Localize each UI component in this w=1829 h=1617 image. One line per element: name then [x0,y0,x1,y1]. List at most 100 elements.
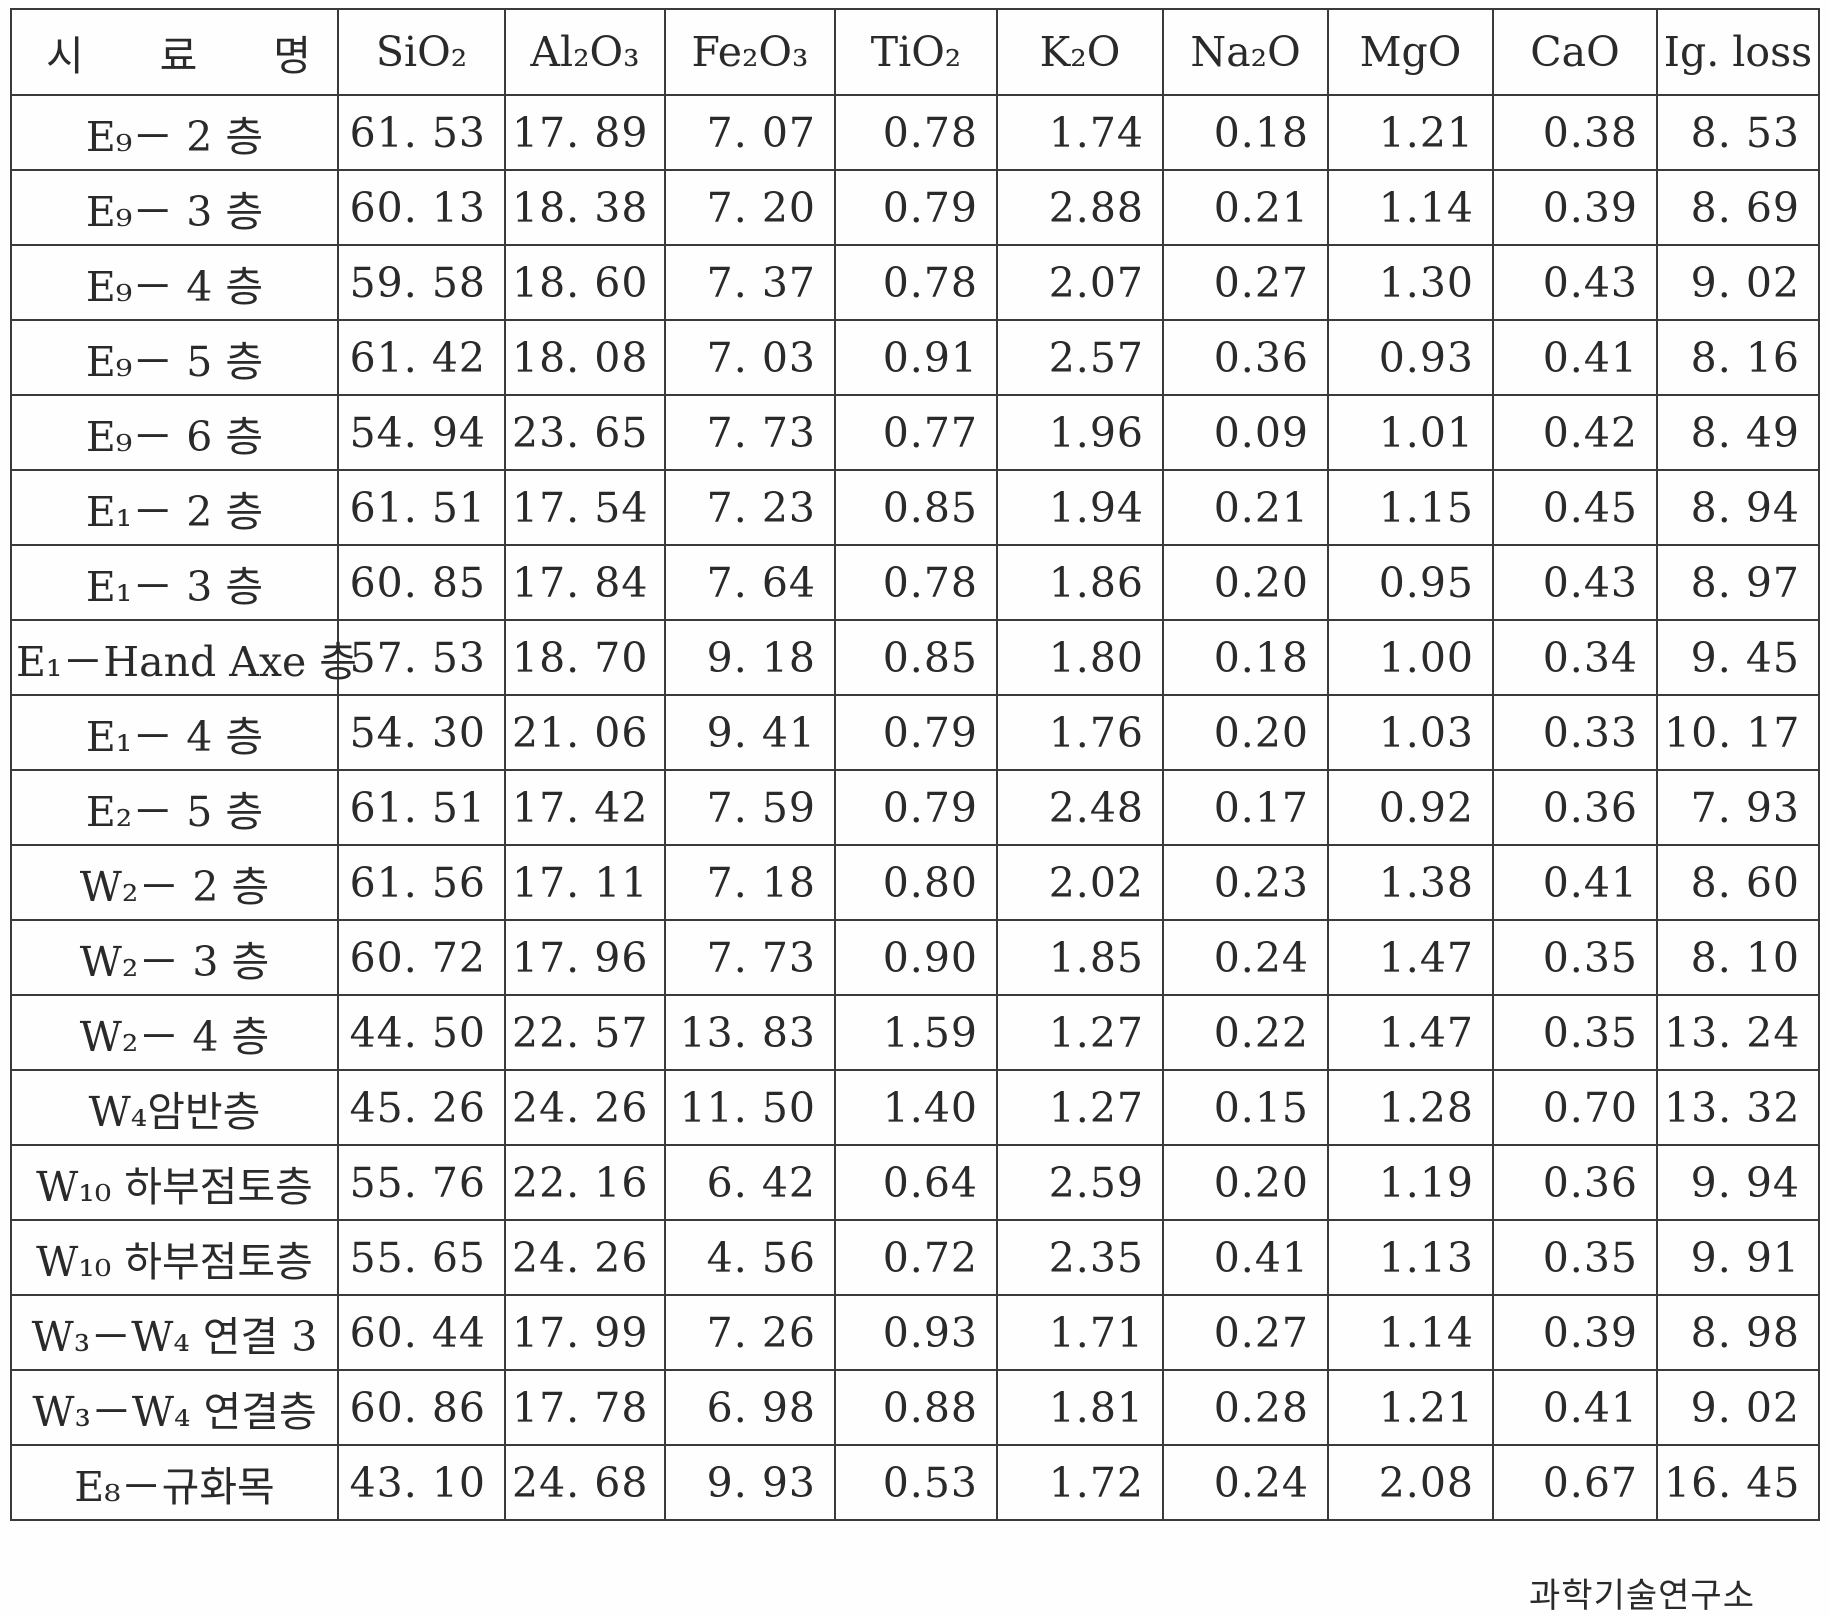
value-cell: 0.91 [834,319,998,396]
sample-name-cell: E₂－ 5 층 [10,769,339,846]
value-cell: 0.41 [1492,319,1658,396]
sample-name-cell: E₁－ 2 층 [10,469,339,546]
value-cell: 1.14 [1327,169,1494,246]
value-cell: 0.53 [834,1444,998,1521]
value-cell: 18. 38 [504,169,666,246]
source-footnote: 과학기술연구소 [1529,1576,1755,1616]
value-cell: 59. 58 [337,244,506,321]
value-cell: 21. 06 [504,694,666,771]
value-cell: 7. 59 [664,769,836,846]
value-cell: 2.59 [996,1144,1164,1221]
column-header-k2o: K₂O [996,8,1164,96]
value-cell: 13. 83 [664,994,836,1071]
column-header-na2o: Na₂O [1162,8,1329,96]
value-cell: 7. 23 [664,469,836,546]
value-cell: 0.33 [1492,694,1658,771]
value-cell: 0.24 [1162,919,1329,996]
value-cell: 7. 26 [664,1294,836,1371]
value-cell: 23. 65 [504,394,666,471]
value-cell: 24. 68 [504,1444,666,1521]
table-row: W₂－ 2 층 61. 56 17. 11 7. 18 0.80 2.02 0.23 1.38… [10,844,1820,921]
value-cell: 60. 72 [337,919,506,996]
value-cell: 6. 98 [664,1369,836,1446]
column-header-mgo: MgO [1327,8,1494,96]
value-cell: 1.27 [996,994,1164,1071]
value-cell: 2.07 [996,244,1164,321]
table-row: W₃－W₄ 연결 3 60. 44 17. 99 7. 26 0.93 1.71 0.27 1… [10,1294,1820,1371]
sample-name-cell: E₉－ 6 층 [10,394,339,471]
sample-name-header-char: 시 [46,32,84,80]
value-cell: 1.28 [1327,1069,1494,1146]
value-cell: 1.96 [996,394,1164,471]
value-cell: 0.24 [1162,1444,1329,1521]
table-row: E₉－ 2 층 61. 53 17. 89 7. 07 0.78 1.74 0.18 1.21… [10,94,1820,171]
value-cell: 0.79 [834,769,998,846]
value-cell: 0.85 [834,619,998,696]
value-cell: 0.35 [1492,919,1658,996]
value-cell: 0.41 [1492,1369,1658,1446]
value-cell: 9. 94 [1656,1144,1820,1221]
value-cell: 0.27 [1162,244,1329,321]
value-cell: 1.71 [996,1294,1164,1371]
chemical-composition-table: 시 료 명 SiO₂ Al₂O₃ Fe₂O₃ TiO₂ K₂O Na₂O MgO… [10,8,1820,1521]
value-cell: 1.01 [1327,394,1494,471]
value-cell: 0.34 [1492,619,1658,696]
value-cell: 9. 02 [1656,244,1820,321]
value-cell: 0.72 [834,1219,998,1296]
value-cell: 44. 50 [337,994,506,1071]
value-cell: 0.17 [1162,769,1329,846]
value-cell: 1.27 [996,1069,1164,1146]
value-cell: 8. 16 [1656,319,1820,396]
sample-name-cell: W₂－ 2 층 [10,844,339,921]
value-cell: 1.30 [1327,244,1494,321]
value-cell: 0.95 [1327,544,1494,621]
value-cell: 55. 76 [337,1144,506,1221]
value-cell: 2.35 [996,1219,1164,1296]
value-cell: 24. 26 [504,1219,666,1296]
value-cell: 0.20 [1162,544,1329,621]
value-cell: 8. 49 [1656,394,1820,471]
value-cell: 0.78 [834,544,998,621]
value-cell: 9. 41 [664,694,836,771]
sample-name-cell: W₁₀ 하부점토층 [10,1144,339,1221]
value-cell: 7. 20 [664,169,836,246]
value-cell: 0.21 [1162,469,1329,546]
sample-name-cell: W₃－W₄ 연결 3 [10,1294,339,1371]
value-cell: 2.88 [996,169,1164,246]
value-cell: 0.78 [834,244,998,321]
table-row: W₂－ 3 층 60. 72 17. 96 7. 73 0.90 1.85 0.24 1.47… [10,919,1820,996]
sample-name-cell: W₁₀ 하부점토층 [10,1219,339,1296]
value-cell: 54. 30 [337,694,506,771]
value-cell: 18. 60 [504,244,666,321]
value-cell: 7. 73 [664,919,836,996]
column-header-tio2: TiO₂ [834,8,998,96]
value-cell: 1.15 [1327,469,1494,546]
value-cell: 17. 99 [504,1294,666,1371]
value-cell: 17. 54 [504,469,666,546]
value-cell: 16. 45 [1656,1444,1820,1521]
value-cell: 17. 11 [504,844,666,921]
value-cell: 0.20 [1162,1144,1329,1221]
value-cell: 1.59 [834,994,998,1071]
value-cell: 8. 98 [1656,1294,1820,1371]
sample-name-cell: W₃－W₄ 연결층 [10,1369,339,1446]
value-cell: 0.79 [834,694,998,771]
value-cell: 0.41 [1492,844,1658,921]
table-row: E₉－ 5 층 61. 42 18. 08 7. 03 0.91 2.57 0.36 0.93… [10,319,1820,396]
value-cell: 0.36 [1162,319,1329,396]
value-cell: 9. 45 [1656,619,1820,696]
value-cell: 7. 37 [664,244,836,321]
value-cell: 0.35 [1492,1219,1658,1296]
value-cell: 57. 53 [337,619,506,696]
value-cell: 0.93 [1327,319,1494,396]
value-cell: 1.47 [1327,919,1494,996]
value-cell: 9. 18 [664,619,836,696]
value-cell: 1.86 [996,544,1164,621]
table-row: W₁₀ 하부점토층 55. 65 24. 26 4. 56 0.72 2.35 0.41 1.… [10,1219,1820,1296]
value-cell: 61. 51 [337,769,506,846]
value-cell: 9. 91 [1656,1219,1820,1296]
value-cell: 7. 73 [664,394,836,471]
value-cell: 18. 08 [504,319,666,396]
table-row: E₉－ 6 층 54. 94 23. 65 7. 73 0.77 1.96 0.09 1.01… [10,394,1820,471]
table-row: E₁－ 2 층 61. 51 17. 54 7. 23 0.85 1.94 0.21 1.15… [10,469,1820,546]
